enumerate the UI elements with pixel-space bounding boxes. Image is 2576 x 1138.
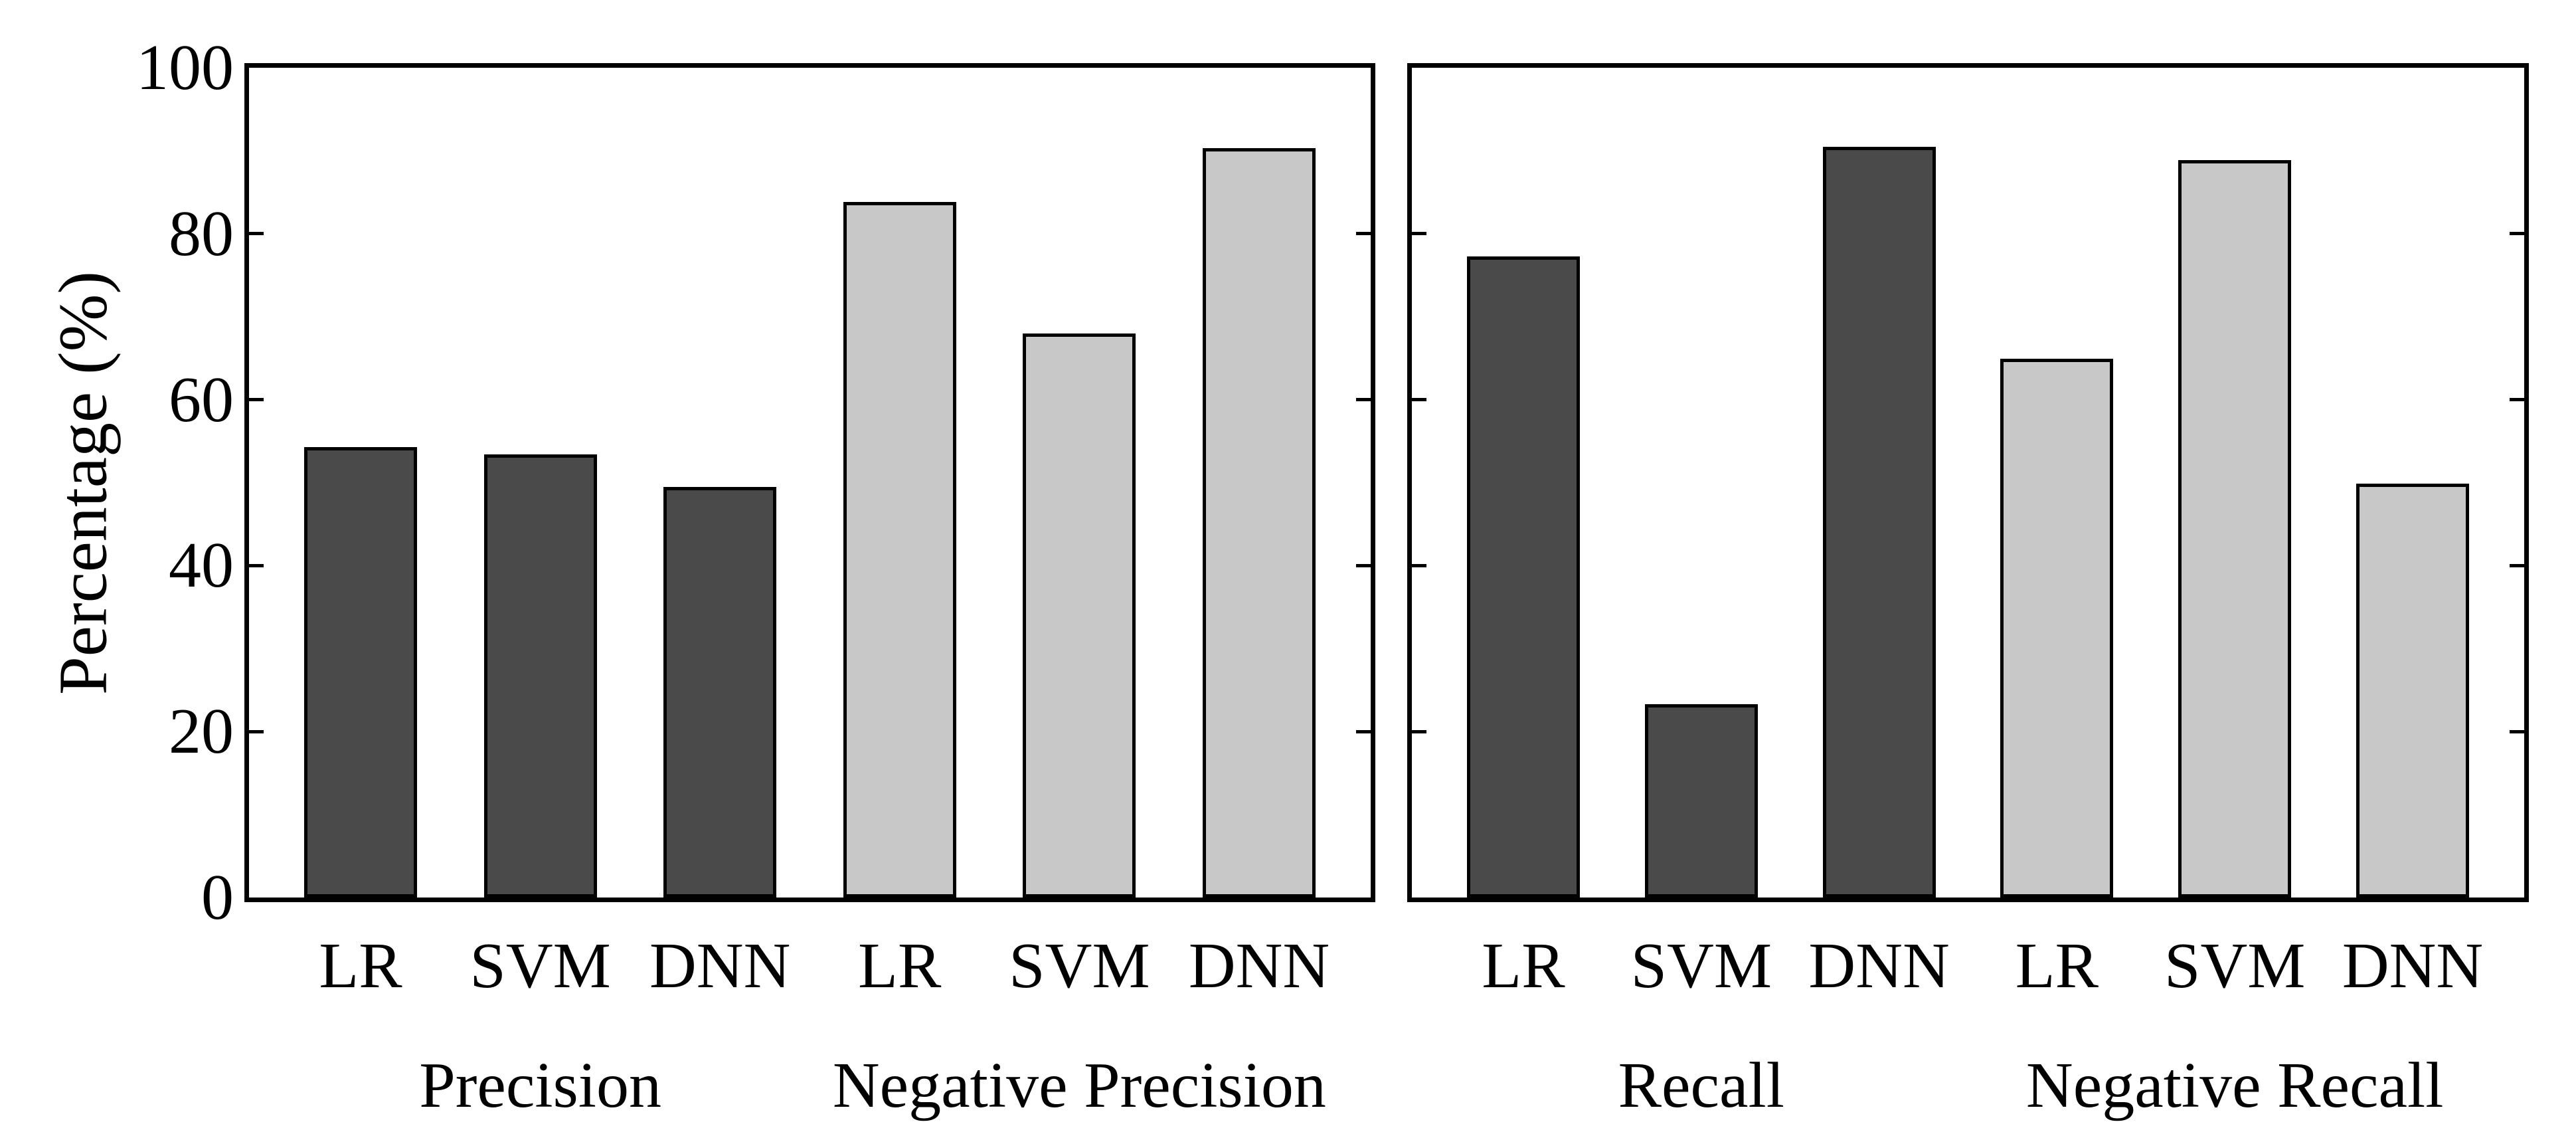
y-tick-mark-60-left: [249, 398, 264, 402]
bar-recall-dnn: [1823, 147, 1936, 898]
bar-recall-svm: [1645, 704, 1758, 898]
y-tick-label-100: 100: [136, 32, 234, 104]
y-tick-label-0: 0: [201, 862, 234, 933]
y-tick-mark-40-right: [2510, 563, 2524, 567]
bar-negative-recall-lr: [2000, 359, 2113, 898]
y-tick-mark-80-right: [1356, 232, 1371, 236]
x-category-label: LR: [2015, 930, 2099, 1002]
y-tick-mark-80-left: [249, 232, 264, 236]
x-category-label: DNN: [2342, 930, 2484, 1002]
right-panel-plot-area: LR SVM DNN LR SVM DNN Recall Negative Recall: [1412, 68, 2524, 1121]
bar-precision-svm: [484, 454, 597, 898]
x-category-label: LR: [1482, 930, 1565, 1002]
x-category-label: DNN: [1188, 930, 1330, 1002]
group-label-negative-precision: Negative Precision: [832, 1050, 1326, 1121]
y-tick-label-80: 80: [169, 198, 234, 270]
x-category-label: SVM: [1630, 930, 1772, 1002]
y-tick-label-20: 20: [169, 696, 234, 767]
bar-negative-precision-svm: [1023, 333, 1136, 898]
y-tick-mark-40-right: [1356, 563, 1371, 567]
y-tick-mark-40-left: [1412, 563, 1426, 567]
left-panel-plot-area: LR SVM DNN LR SVM DNN Precision Negative Precis…: [249, 68, 1371, 1121]
x-category-label: LR: [858, 930, 942, 1002]
x-category-label: LR: [319, 930, 402, 1002]
left-panel: LR SVM DNN LR SVM DNN Precision Negative Precis…: [244, 63, 1375, 1121]
bar-negative-precision-dnn: [1203, 148, 1316, 898]
x-category-label: DNN: [649, 930, 791, 1002]
y-tick-mark-60-right: [2510, 398, 2524, 402]
y-tick-mark-80-right: [2510, 232, 2524, 236]
y-axis-label: Percentage (%): [44, 270, 122, 696]
group-label-recall: Recall: [1618, 1050, 1784, 1121]
x-category-label: SVM: [1009, 930, 1150, 1002]
y-tick-mark-60-left: [1412, 398, 1426, 402]
x-category-label: SVM: [2164, 930, 2306, 1002]
group-label-negative-recall: Negative Recall: [2025, 1050, 2444, 1121]
bar-precision-lr: [304, 447, 417, 898]
bar-recall-lr: [1467, 256, 1580, 898]
y-tick-label-60: 60: [169, 364, 234, 436]
y-tick-label-40: 40: [169, 529, 234, 601]
y-tick-mark-20-right: [2510, 729, 2524, 733]
y-tick-mark-20-right: [1356, 729, 1371, 733]
y-tick-mark-60-right: [1356, 398, 1371, 402]
x-category-label: DNN: [1808, 930, 1950, 1002]
bar-precision-dnn: [663, 487, 776, 898]
y-tick-mark-20-left: [1412, 729, 1426, 733]
bar-negative-precision-lr: [843, 202, 956, 898]
x-category-label: SVM: [470, 930, 611, 1002]
bar-negative-recall-svm: [2178, 160, 2291, 898]
group-label-precision: Precision: [419, 1050, 661, 1121]
y-tick-mark-40-left: [249, 563, 264, 567]
y-tick-mark-80-left: [1412, 232, 1426, 236]
right-panel: LR SVM DNN LR SVM DNN Recall Negative Recall: [1407, 63, 2529, 1121]
y-tick-mark-20-left: [249, 729, 264, 733]
bar-negative-recall-dnn: [2356, 484, 2469, 898]
